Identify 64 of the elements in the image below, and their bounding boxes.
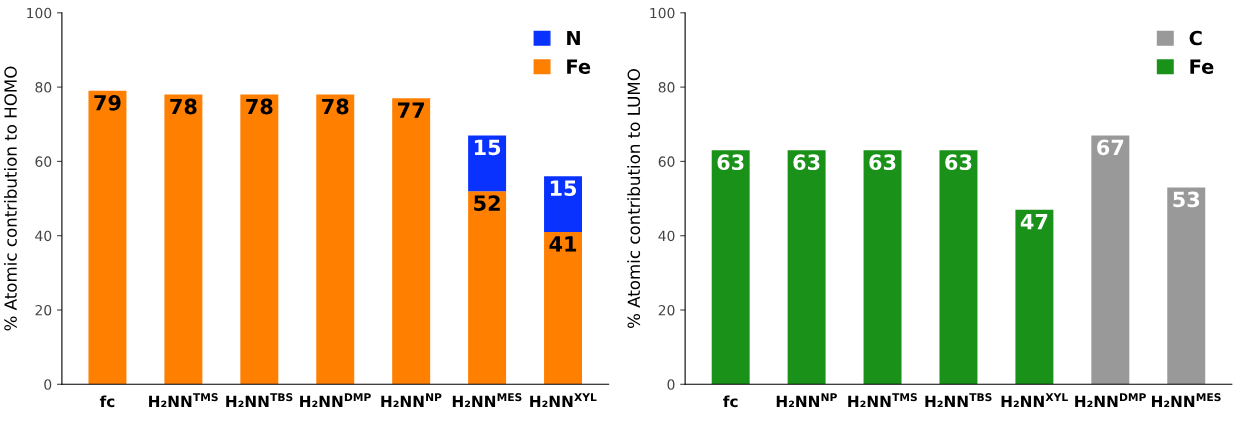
y-tick-label: 60 [35,156,52,167]
y-tick-label: 80 [35,82,52,93]
data-label: 15 [550,180,577,197]
x-tick-label: H₂NN$^{TMS}$ [149,393,218,407]
x-tick-label: fc [723,395,738,408]
y-tick-label: 40 [35,230,52,242]
x-tick-label: H₂NN$^{TMS}$ [848,393,917,407]
x-tick-label: H₂NN$^{MES}$ [452,393,522,407]
y-tick-label: 20 [35,304,52,316]
data-label: 41 [549,236,577,252]
x-tick-label: H₂NN$^{NP}$ [776,393,837,407]
data-label: 63 [793,154,820,171]
data-label: 67 [1097,139,1124,156]
y-tick-label: 100 [650,7,675,19]
bar [88,90,127,385]
x-tick-label: H₂NN$^{NP}$ [381,393,442,407]
data-label: 78 [246,98,273,115]
bar [316,94,355,385]
y-tick-label: 40 [658,230,675,242]
data-label: 52 [474,195,500,211]
legend-label: Fe [567,59,591,74]
data-label: 63 [945,154,972,171]
y-tick-label: 20 [658,304,675,316]
y-axis-title: % Atomic contribution to LUMO [627,69,641,329]
y-tick-label: 80 [658,82,675,93]
data-label: 77 [398,102,425,118]
x-tick-label: fc [99,395,115,408]
legend-label: C [1189,30,1202,46]
bar [392,98,431,385]
y-axis-title: % Atomic contribution to HOMO [3,66,17,331]
bar [863,150,902,385]
y-tick-label: 60 [658,156,675,167]
x-tick-label: H₂NN$^{MES}$ [1151,393,1221,407]
data-label: 15 [474,139,501,156]
y-tick-label: 0 [667,379,675,390]
x-tick-label: H₂NN$^{DMP}$ [1075,393,1146,407]
bar [468,135,507,192]
data-label: 63 [717,154,744,171]
bar [1167,187,1206,385]
bar [544,176,583,232]
data-label: 78 [322,98,349,115]
bar [468,191,507,385]
x-tick-label: H₂NN$^{TBS}$ [226,393,293,407]
bar [1091,135,1130,385]
legend-label: N [567,30,580,46]
data-label: 79 [94,94,121,111]
bar [544,231,583,385]
data-label: 63 [869,154,896,171]
bar [240,94,279,385]
data-label: 47 [1020,214,1048,230]
x-tick-label: H₂NN$^{XYL}$ [530,393,597,407]
y-tick-label: 0 [44,379,52,390]
legend-label: Fe [1190,59,1214,74]
x-tick-label: H₂NN$^{TBS}$ [925,393,992,407]
x-tick-label: H₂NN$^{XYL}$ [1001,393,1068,407]
bar [1015,209,1054,385]
data-label: 53 [1173,191,1200,208]
bar [164,94,203,385]
x-tick-label: H₂NN$^{DMP}$ [300,393,371,407]
data-label: 78 [170,98,197,115]
bar [711,150,750,385]
y-tick-label: 100 [27,7,52,19]
bar [787,150,826,385]
bar [939,150,978,385]
